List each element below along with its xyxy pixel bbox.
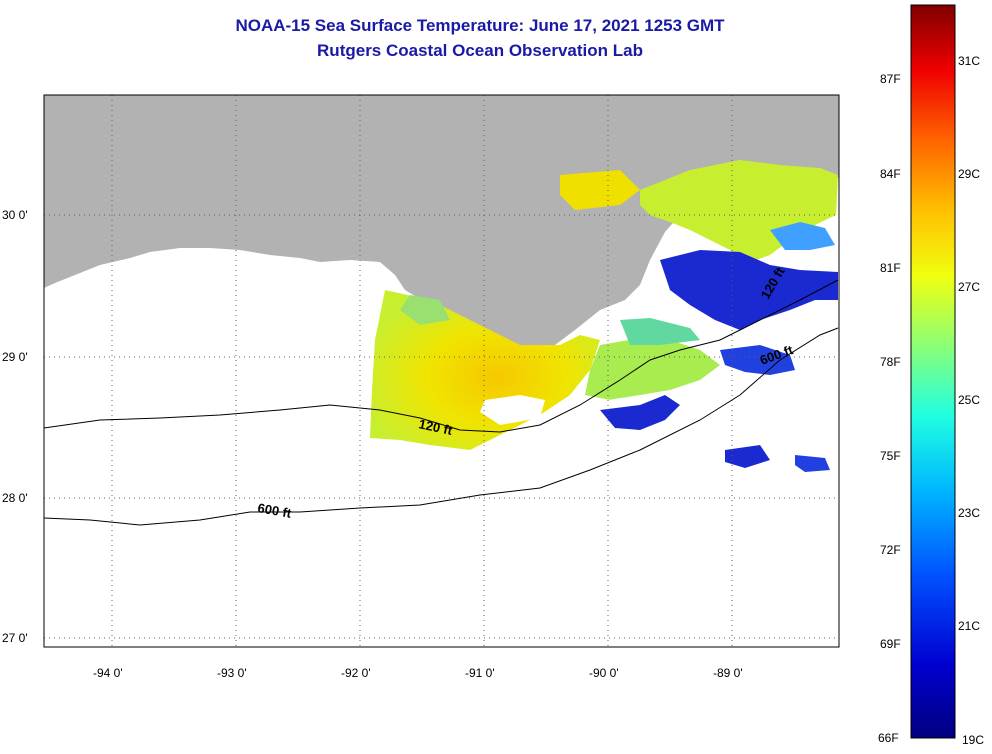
lon-label: -92 0' xyxy=(341,666,371,680)
map-title: NOAA-15 Sea Surface Temperature: June 17… xyxy=(235,16,725,35)
colorbar-c-label: 21C xyxy=(958,619,980,633)
map-frame xyxy=(43,94,840,648)
colorbar-f-label: 81F xyxy=(880,261,901,275)
colorbar-c-label: 27C xyxy=(958,280,980,294)
lon-label: -90 0' xyxy=(589,666,619,680)
lat-label: 30 0' xyxy=(2,208,28,222)
lat-label: 28 0' xyxy=(2,491,28,505)
colorbar-f-label: 87F xyxy=(880,72,901,86)
colorbar-f-label: 72F xyxy=(880,543,901,557)
depth-contours xyxy=(43,279,839,526)
colorbar-f-label: 78F xyxy=(880,355,901,369)
lon-label: -93 0' xyxy=(217,666,247,680)
sst-overlay xyxy=(370,160,838,472)
lon-label: -91 0' xyxy=(465,666,495,680)
contour-label-120ft: 120 ft xyxy=(417,416,454,438)
lat-label: 29 0' xyxy=(2,350,28,364)
colorbar-c-labels: 31C 29C 27C 25C 23C 21C 19C xyxy=(958,54,984,747)
colorbar-f-label: 66F xyxy=(878,731,899,745)
colorbar-c-label: 25C xyxy=(958,393,980,407)
colorbar-c-label: 19C xyxy=(962,733,984,747)
lon-label: -94 0' xyxy=(93,666,123,680)
graticule xyxy=(44,95,839,647)
lat-label: 27 0' xyxy=(2,631,28,645)
contour-label-600ft: 600 ft xyxy=(256,500,293,521)
colorbar-c-label: 29C xyxy=(958,167,980,181)
lon-label: -89 0' xyxy=(713,666,743,680)
map-subtitle: Rutgers Coastal Ocean Observation Lab xyxy=(317,41,643,60)
colorbar-f-label: 75F xyxy=(880,449,901,463)
colorbar-f-labels: 87F 84F 81F 78F 75F 72F 69F 66F xyxy=(878,72,901,745)
colorbar xyxy=(910,4,956,739)
colorbar-f-label: 69F xyxy=(880,637,901,651)
land-mass xyxy=(44,95,839,350)
colorbar-c-label: 23C xyxy=(958,506,980,520)
colorbar-c-label: 31C xyxy=(958,54,980,68)
colorbar-f-label: 84F xyxy=(880,167,901,181)
